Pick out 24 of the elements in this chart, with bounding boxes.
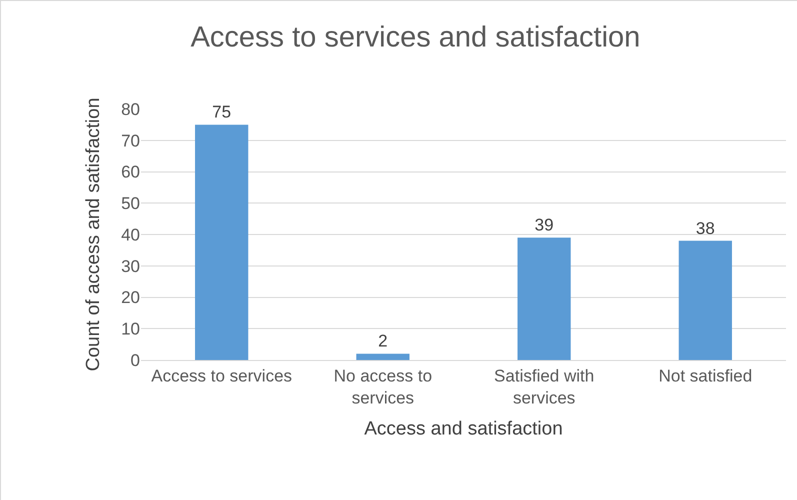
x-tick-label: Not satisfied	[658, 366, 752, 386]
x-axis-title: Access and satisfaction	[364, 418, 563, 440]
x-tick-label: Access to services	[151, 366, 292, 386]
bar	[356, 354, 410, 360]
y-tick-label: 70	[121, 131, 140, 150]
y-axis-title: Count of access and satisfaction	[82, 98, 104, 372]
data-label: 38	[696, 218, 715, 238]
y-tick-label: 60	[121, 162, 140, 182]
bar	[518, 238, 571, 360]
bar	[195, 124, 248, 360]
data-label: 75	[212, 102, 232, 122]
y-tick-label: 50	[121, 194, 140, 214]
y-tick-label: 10	[121, 320, 140, 339]
y-tick-label: 40	[121, 225, 140, 244]
x-tick-label: Satisfied with services	[494, 366, 594, 408]
data-label: 2	[378, 332, 388, 351]
y-tick-label: 80	[121, 100, 140, 119]
data-label: 39	[534, 216, 554, 235]
chart-title: Access to services and satisfaction	[190, 21, 640, 54]
bar	[678, 240, 732, 360]
y-tick-label: 30	[121, 256, 140, 276]
y-tick-label: 0	[130, 350, 140, 370]
x-tick-label: No access to services	[334, 366, 432, 408]
y-tick-label: 20	[121, 288, 140, 308]
